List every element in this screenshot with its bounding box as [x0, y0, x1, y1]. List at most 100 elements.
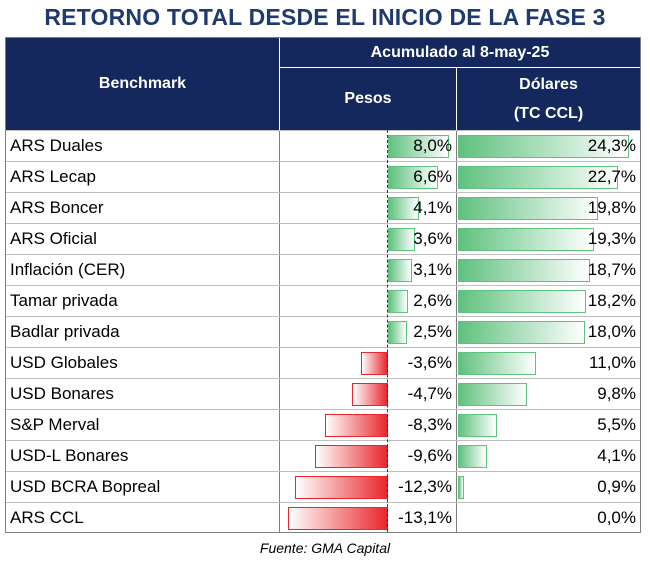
- pesos-cell: -4,7%: [279, 379, 456, 409]
- dolares-bar: [458, 290, 587, 313]
- pesos-value: -9,6%: [407, 446, 452, 465]
- dolares-cell: 9,8%: [456, 379, 640, 409]
- row-label: Inflación (CER): [10, 260, 126, 279]
- row-label: ARS Boncer: [10, 198, 104, 217]
- pesos-value: -3,6%: [407, 353, 452, 372]
- table-row: USD BCRA Bopreal -12,3% 0,9%: [6, 471, 640, 502]
- dolares-value: 19,3%: [587, 229, 636, 248]
- pesos-value: -8,3%: [407, 415, 452, 434]
- dolares-bar: [458, 352, 536, 375]
- header-dolares-line2: (TC CCL): [513, 105, 584, 122]
- row-label: S&P Merval: [10, 415, 100, 434]
- dolares-cell: 0,9%: [456, 472, 640, 502]
- row-label: USD BCRA Bopreal: [10, 477, 161, 496]
- pesos-cell: 8,0%: [279, 131, 456, 161]
- source-note: Fuente: GMA Capital: [259, 540, 391, 556]
- pesos-bar: [388, 166, 439, 189]
- row-label: USD Bonares: [10, 384, 114, 403]
- pesos-cell: 3,6%: [279, 224, 456, 254]
- dolares-cell: 0,0%: [456, 503, 640, 533]
- row-label: ARS Duales: [10, 136, 103, 155]
- header-dolares-line1: Dólares: [519, 76, 578, 93]
- pesos-cell: -8,3%: [279, 410, 456, 440]
- dolares-cell: 19,3%: [456, 224, 640, 254]
- header-pesos: Pesos: [279, 67, 456, 130]
- pesos-value: -4,7%: [407, 384, 452, 403]
- table-row: ARS Boncer 4,1% 19,8%: [6, 192, 640, 223]
- dolares-bar: [458, 197, 598, 220]
- dolares-bar: [458, 228, 595, 251]
- header-dolares: Dólares (TC CCL): [456, 67, 640, 130]
- pesos-bar: [388, 135, 449, 158]
- chart-title: RETORNO TOTAL DESDE EL INICIO DE LA FASE…: [44, 4, 606, 30]
- pesos-bar: [388, 321, 407, 344]
- pesos-bar: [315, 445, 388, 468]
- dolares-cell: 5,5%: [456, 410, 640, 440]
- pesos-bar: [388, 197, 420, 220]
- row-label: USD-L Bonares: [10, 446, 129, 465]
- table-row: ARS Lecap 6,6% 22,7%: [6, 161, 640, 192]
- pesos-bar: [288, 507, 388, 530]
- pesos-value: 8,0%: [413, 136, 452, 155]
- dolares-value: 0,0%: [597, 508, 636, 527]
- pesos-bar: [388, 228, 416, 251]
- pesos-cell: 6,6%: [279, 162, 456, 192]
- header-benchmark: Benchmark: [6, 38, 279, 130]
- pesos-cell: 2,6%: [279, 286, 456, 316]
- dolares-bar: [458, 383, 528, 406]
- pesos-cell: 4,1%: [279, 193, 456, 223]
- pesos-bar: [388, 259, 412, 282]
- dolares-value: 18,7%: [587, 260, 636, 279]
- dolares-value: 5,5%: [597, 415, 636, 434]
- row-label: USD Globales: [10, 353, 118, 372]
- pesos-value: 6,6%: [413, 167, 452, 186]
- dolares-value: 11,0%: [589, 353, 636, 372]
- dolares-bar: [458, 414, 497, 437]
- dolares-value: 9,8%: [597, 384, 636, 403]
- row-label: ARS Lecap: [10, 167, 96, 186]
- pesos-bar: [294, 476, 388, 499]
- pesos-bar: [360, 352, 388, 375]
- row-label: Tamar privada: [10, 291, 118, 310]
- row-label: ARS CCL: [10, 508, 84, 527]
- pesos-value: 2,5%: [413, 322, 452, 341]
- table-row: Badlar privada 2,5% 18,0%: [6, 316, 640, 347]
- table-row: USD Globales -3,6% 11,0%: [6, 347, 640, 378]
- table-row: ARS Duales 8,0% 24,3%: [6, 130, 640, 161]
- table-row: S&P Merval -8,3% 5,5%: [6, 409, 640, 440]
- dolares-cell: 18,0%: [456, 317, 640, 347]
- table-row: ARS CCL -13,1% 0,0%: [6, 502, 640, 533]
- dolares-bar: [458, 259, 590, 282]
- dolares-cell: 11,0%: [456, 348, 640, 378]
- pesos-bar: [352, 383, 388, 406]
- dolares-cell: 4,1%: [456, 441, 640, 471]
- dolares-bar: [458, 321, 585, 344]
- dolares-value: 0,9%: [597, 477, 636, 496]
- pesos-cell: 3,1%: [279, 255, 456, 285]
- table-row: ARS Oficial 3,6% 19,3%: [6, 223, 640, 254]
- dolares-bar: [458, 445, 487, 468]
- pesos-value: 2,6%: [413, 291, 452, 310]
- dolares-cell: 24,3%: [456, 131, 640, 161]
- row-label: ARS Oficial: [10, 229, 97, 248]
- pesos-cell: -13,1%: [279, 503, 456, 533]
- table-row: USD-L Bonares -9,6% 4,1%: [6, 440, 640, 471]
- pesos-value: -12,3%: [398, 477, 452, 496]
- row-label: Badlar privada: [10, 322, 120, 341]
- dolares-bar: [458, 166, 619, 189]
- returns-table: Benchmark Acumulado al 8-may-25 Pesos Dó…: [5, 37, 641, 533]
- dolares-cell: 18,7%: [456, 255, 640, 285]
- table-row: USD Bonares -4,7% 9,8%: [6, 378, 640, 409]
- dolares-cell: 18,2%: [456, 286, 640, 316]
- pesos-bar: [388, 290, 408, 313]
- dolares-value: 19,8%: [587, 198, 636, 217]
- pesos-cell: -9,6%: [279, 441, 456, 471]
- pesos-cell: 2,5%: [279, 317, 456, 347]
- dolares-bar: [458, 135, 630, 158]
- dolares-bar: [458, 476, 465, 499]
- dolares-value: 4,1%: [597, 446, 636, 465]
- dolares-cell: 22,7%: [456, 162, 640, 192]
- table-row: Tamar privada 2,6% 18,2%: [6, 285, 640, 316]
- pesos-value: -13,1%: [398, 508, 452, 527]
- table-row: Inflación (CER) 3,1% 18,7%: [6, 254, 640, 285]
